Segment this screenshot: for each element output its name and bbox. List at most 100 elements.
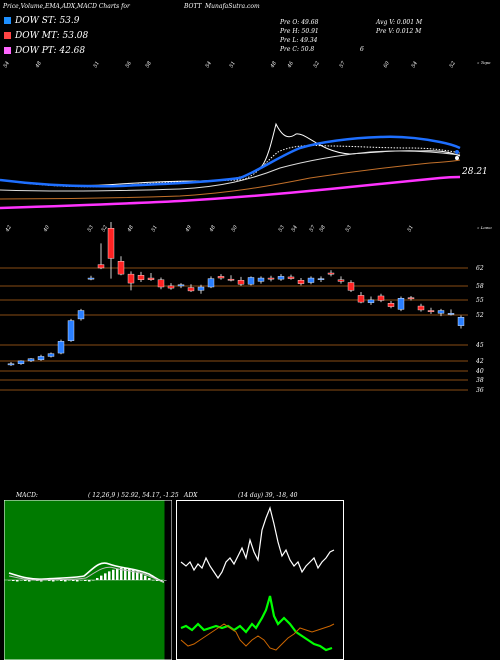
y-tick-label: 58	[476, 283, 484, 290]
candle-body	[147, 277, 155, 280]
macd-histogram-bar	[104, 573, 107, 580]
legend-dow-st-text: DOW ST: 53.9	[15, 16, 80, 26]
bottom-tick-label: 42	[4, 224, 13, 233]
bottom-tick-label: 49	[184, 224, 193, 234]
bottom-tick-labels: 42 40 53 52 48 51 49 48 50 53 54 57 58 53 51	[4, 224, 415, 234]
macd-histogram-bar	[72, 580, 75, 581]
macd-histogram-bar	[12, 580, 15, 581]
candle-body	[137, 275, 145, 280]
macd-histogram-bar	[96, 578, 99, 580]
candle-body	[157, 279, 165, 288]
bottom-tick-label: 51	[407, 224, 415, 233]
macd-histogram-bar	[84, 580, 87, 581]
y-tick-label: 52	[476, 312, 484, 319]
candles	[7, 222, 465, 366]
candle-body	[187, 287, 195, 292]
bottom-tick-label: 48	[126, 224, 135, 233]
macd-histogram-bar	[64, 580, 67, 582]
candle-body	[377, 295, 385, 301]
macd-histogram-bar	[28, 580, 31, 582]
candle-body	[217, 276, 225, 279]
macd-title: MACD:	[16, 492, 38, 499]
macd-histogram-bar	[148, 578, 151, 580]
y-tick-label: 38	[476, 377, 484, 384]
macd-histogram-bar	[68, 580, 71, 581]
macd-histogram-bar	[80, 580, 83, 581]
macd-histogram-bar	[112, 569, 115, 580]
bottom-tick-label: 54	[291, 224, 299, 233]
di-minus-line	[180, 623, 335, 651]
legend-dow-mt-text: DOW MT: 53.08	[15, 31, 89, 41]
bottom-tick-label: 51	[151, 224, 159, 233]
avg-volume: Avg V: 0.001 M	[376, 19, 423, 26]
macd-histogram-bar	[152, 580, 155, 581]
adx-values: (14 day) 39, -18, 40	[238, 492, 298, 499]
top-tick-labels: 54 48 51 56 58 54 51 48 46 52 57 60 54 52	[3, 60, 457, 70]
legend-swatch-red-icon	[4, 32, 11, 39]
y-tick-labels: 62 58 55 52 45 42 40 38 36	[475, 265, 484, 394]
top-tick-label: 51	[229, 60, 237, 69]
top-tick-label: 51	[93, 60, 101, 69]
pre-open: Pre O: 49.68	[280, 19, 319, 26]
candle-body	[457, 317, 465, 326]
y-tick-label: 42	[475, 358, 484, 365]
macd-histogram-bar	[124, 568, 127, 580]
candle-body	[47, 353, 55, 357]
candle-body	[327, 272, 335, 275]
macd-line	[8, 562, 165, 583]
candle-body	[407, 297, 415, 300]
macd-histogram-bar	[100, 575, 103, 580]
macd-histogram-bar	[40, 580, 43, 582]
pre-low: Pre L: 49.34	[280, 37, 318, 44]
candle-body	[37, 356, 45, 361]
adx-panel	[176, 500, 344, 660]
symbol-label: BOTT	[184, 3, 202, 10]
pre-close: Pre C: 50.8	[280, 46, 315, 53]
candle-body	[237, 280, 245, 285]
price-gridlines	[0, 267, 468, 391]
macd-histogram-bar	[108, 571, 111, 580]
candle-body	[287, 276, 295, 279]
candle-body	[267, 277, 275, 280]
ema-value-label: 28.21	[461, 167, 488, 177]
ema-blue-line	[0, 135, 461, 188]
macd-values: ( 12,26,9 ) 52.92, 54.17, -1.25	[88, 492, 179, 499]
candle-body	[367, 299, 375, 303]
top-tick-label: 56	[125, 60, 134, 69]
macd-histogram-bar	[60, 580, 63, 581]
candle-body	[127, 273, 135, 284]
candle-body	[17, 360, 25, 364]
y-tick-label: 55	[476, 297, 484, 304]
candle-body	[307, 277, 315, 283]
candle-body	[347, 282, 355, 291]
macd-histogram-bar	[8, 580, 11, 581]
candle-body	[257, 277, 265, 282]
top-tick-label: 46	[286, 60, 295, 70]
macd-histogram-bar	[128, 568, 131, 580]
top-tick-label: 48	[269, 60, 278, 69]
bottom-tick-label: 57	[309, 224, 318, 233]
legend-swatch-blue-icon	[4, 17, 11, 24]
top-tick-label: 54	[3, 60, 11, 69]
low-corner-label: « Lowo	[477, 225, 492, 230]
legend-dow-pt: DOW PT: 42.68	[4, 46, 85, 56]
candle-body	[67, 320, 75, 341]
legend-dow-mt: DOW MT: 53.08	[4, 31, 88, 41]
top-tick-label: 52	[313, 60, 321, 69]
candle-body	[177, 284, 185, 287]
candle-body	[57, 341, 65, 354]
candle-body	[7, 363, 15, 366]
macd-histogram	[8, 568, 167, 582]
candle-body	[207, 278, 215, 288]
di-plus-line	[180, 595, 333, 652]
candle-body	[27, 358, 35, 362]
ema-magenta-line	[0, 175, 461, 210]
bottom-tick-label: 53	[87, 224, 95, 233]
macd-histogram-bar	[20, 580, 23, 581]
macd-signal-line	[8, 566, 165, 583]
candle-body	[197, 286, 205, 291]
macd-histogram-bar	[92, 580, 95, 581]
candle-body	[447, 313, 455, 315]
candle-body	[427, 310, 435, 312]
macd-histogram-bar	[164, 580, 167, 581]
